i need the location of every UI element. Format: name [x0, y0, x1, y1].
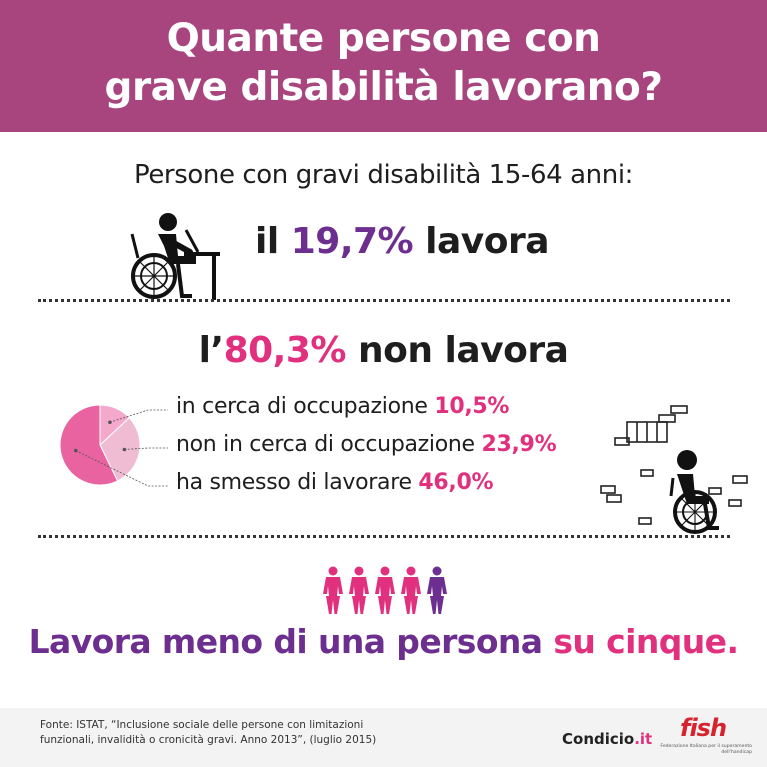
breakdown-value: 10,5: [434, 394, 488, 419]
conclusion-part-1: Lavora meno di una persona: [28, 622, 554, 661]
people-icons: [323, 566, 447, 614]
breakdown-value: 46,0: [418, 470, 472, 495]
wheelchair-bricks-icon: [600, 405, 748, 534]
breakdown-label: non in cerca di occupazione: [176, 432, 475, 457]
footer: Fonte: ISTAT, “Inclusione sociale delle …: [0, 708, 767, 767]
brand-tld: .it: [634, 730, 653, 748]
source-note: Fonte: ISTAT, “Inclusione sociale delle …: [40, 718, 420, 748]
pie-leader-line: [109, 409, 168, 423]
source-line-1: Fonte: ISTAT, “Inclusione sociale delle …: [40, 719, 364, 731]
breakdown-item: ha smesso di lavorare 46,0%: [176, 468, 556, 506]
working-value: 19,7%: [290, 221, 414, 262]
breakdown-unit: %: [534, 432, 557, 457]
pie-leader-line: [124, 447, 168, 450]
breakdown-unit: %: [487, 394, 510, 419]
breakdown-pie-chart: [59, 404, 168, 487]
fish-caption: Federazione Italiana per il superamento …: [660, 744, 752, 755]
breakdown-list: in cerca di occupazione 10,5% non in cer…: [176, 392, 557, 506]
person-icon: [401, 566, 421, 614]
breakdown-item: in cerca di occupazione 10,5%: [176, 392, 556, 430]
breakdown-label: ha smesso di lavorare: [176, 470, 412, 495]
title-line-1: Quante persone con: [166, 16, 601, 61]
pie-slice: [59, 404, 119, 486]
not-working-value: 80,3%: [223, 330, 347, 371]
breakdown-label: in cerca di occupazione: [176, 394, 428, 419]
title-line-2: grave disabilità lavorano?: [104, 65, 663, 110]
working-stat: il 19,7% lavora: [255, 221, 550, 262]
person-icon: [349, 566, 369, 614]
person-icon: [375, 566, 395, 614]
not-working-prefix: l’: [198, 330, 225, 371]
person-icon: [323, 566, 343, 614]
conclusion-part-2: su cinque.: [553, 622, 739, 661]
source-line-2: funzionali, invalidità o cronicità gravi…: [40, 734, 377, 746]
fish-logo[interactable]: fish Federazione Italiana per il superam…: [652, 714, 752, 762]
subtitle: Persone con gravi disabilità 15-64 anni:: [133, 160, 634, 190]
breakdown-value: 23,9: [481, 432, 535, 457]
divider-2: [38, 535, 730, 538]
working-suffix: lavora: [413, 221, 550, 262]
fish-logo-text: fish: [680, 714, 727, 742]
header-banner: Quante persone con grave disabilità lavo…: [0, 0, 767, 132]
page-title: Quante persone con grave disabilità lavo…: [0, 14, 767, 112]
condicio-logo[interactable]: Condicio.it: [562, 730, 652, 748]
wheelchair-desk-icon: [130, 213, 220, 300]
brand-name: Condicio: [562, 730, 635, 748]
not-working-stat: l’80,3% non lavora: [0, 330, 767, 371]
breakdown-item: non in cerca di occupazione 23,9%: [176, 430, 557, 468]
breakdown-unit: %: [471, 470, 494, 495]
person-icon: [427, 566, 447, 614]
pie-leader-dot: [74, 448, 78, 453]
working-prefix: il: [255, 221, 291, 262]
not-working-suffix: non lavora: [345, 330, 569, 371]
divider-1: [38, 299, 730, 302]
pie-leader-dot: [122, 447, 127, 452]
pie-leader-dot: [108, 420, 112, 425]
conclusion: Lavora meno di una persona su cinque.: [0, 622, 767, 661]
